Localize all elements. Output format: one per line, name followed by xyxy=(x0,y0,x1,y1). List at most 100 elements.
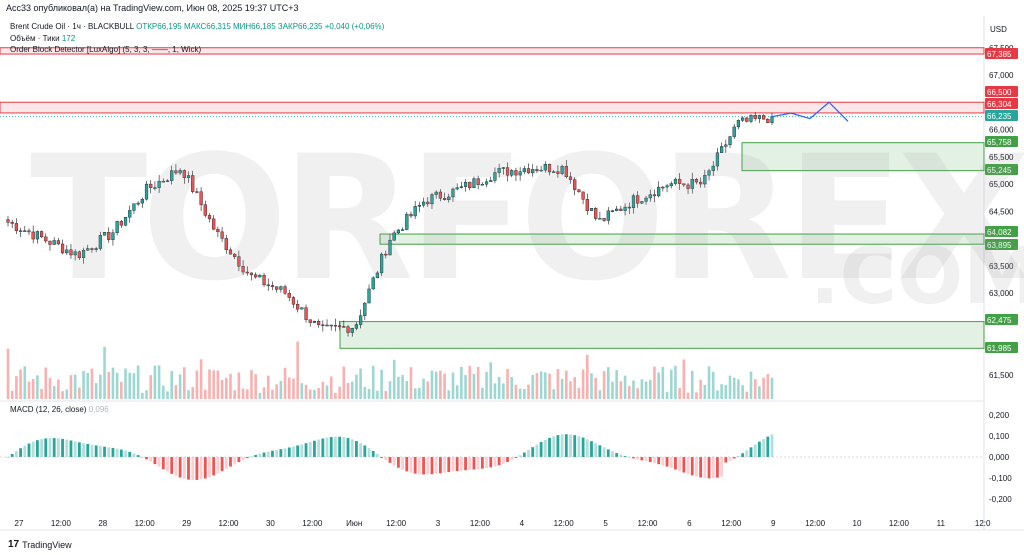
macd-bar-88 xyxy=(376,453,379,457)
volume-bar-35 xyxy=(153,365,157,399)
macd-bar-150 xyxy=(636,457,640,460)
candle-body-52 xyxy=(224,238,228,251)
candle-body-129 xyxy=(547,163,552,173)
candle-body-69 xyxy=(296,304,300,310)
candle-body-154 xyxy=(652,194,657,197)
macd-bar-161 xyxy=(682,457,686,473)
candle-body-24 xyxy=(107,232,111,240)
volume-bar-42 xyxy=(183,367,186,399)
volume-bar-127 xyxy=(539,371,543,399)
candle-body-78 xyxy=(333,324,338,327)
candle-body-132 xyxy=(560,165,564,174)
candle-body-121 xyxy=(514,170,518,176)
macd-bar-57 xyxy=(245,457,249,459)
macd-bar-23 xyxy=(103,446,106,457)
indicator-legend[interactable]: Order Block Detector [LuxAlgo] (5, 3, 3,… xyxy=(10,45,201,54)
volume-bar-13 xyxy=(61,391,64,399)
volume-bar-71 xyxy=(304,384,308,399)
macd-bar-165 xyxy=(699,457,703,478)
macd-bar-60 xyxy=(258,453,262,457)
macd-bar-8 xyxy=(40,439,43,457)
volume-bar-39 xyxy=(170,370,174,399)
candle-body-83 xyxy=(354,324,359,329)
candle-body-12 xyxy=(56,240,60,245)
candle-body-68 xyxy=(291,297,296,305)
volume-bar-142 xyxy=(602,371,606,399)
time-label-6: 30 xyxy=(266,519,275,528)
macd-bar-15 xyxy=(69,440,73,457)
candle-body-146 xyxy=(619,208,623,211)
macd-bar-180 xyxy=(762,438,766,457)
volume-bar-139 xyxy=(590,373,593,399)
candle-body-169 xyxy=(715,152,720,167)
candle-body-49 xyxy=(212,218,216,230)
macd-bar-40 xyxy=(174,457,178,476)
tradingview-brand[interactable]: 17 TradingView xyxy=(8,539,72,550)
macd-bar-56 xyxy=(241,457,245,460)
macd-legend[interactable]: MACD (12, 26, close) 0,096 xyxy=(10,405,109,414)
macd-bar-12 xyxy=(56,438,60,457)
macd-bar-166 xyxy=(703,457,707,479)
time-label-9: 12:00 xyxy=(386,519,407,528)
macd-bar-175 xyxy=(741,453,745,457)
candle-body-7 xyxy=(35,231,39,240)
macd-bar-84 xyxy=(359,443,363,457)
volume-bar-36 xyxy=(157,365,161,399)
macd-bar-117 xyxy=(497,457,501,466)
macd-bar-163 xyxy=(690,457,694,476)
price-tick-1: 67,000 xyxy=(989,71,1014,80)
macd-bar-94 xyxy=(401,457,404,470)
candle-body-96 xyxy=(409,213,413,217)
macd-bar-66 xyxy=(283,448,287,457)
candle-body-147 xyxy=(623,206,627,211)
candle-body-145 xyxy=(615,208,619,211)
candle-body-55 xyxy=(237,256,241,267)
time-label-15: 12:00 xyxy=(637,519,658,528)
macd-bar-131 xyxy=(556,435,560,457)
candle-body-134 xyxy=(568,176,573,180)
time-label-8: Июн xyxy=(346,519,362,528)
candle-body-20 xyxy=(90,248,94,250)
macd-bar-126 xyxy=(535,444,539,457)
macd-bar-5 xyxy=(27,443,31,457)
volume-bar-66 xyxy=(283,367,287,399)
volume-legend[interactable]: Объём · Тики 172 xyxy=(10,34,75,43)
volume-bar-113 xyxy=(481,387,484,399)
candle-body-156 xyxy=(661,186,665,189)
tradingview-logo-icon: 17 xyxy=(8,539,20,550)
volume-bar-9 xyxy=(44,367,48,399)
macd-bar-10 xyxy=(48,438,52,457)
candle-body-41 xyxy=(178,170,182,174)
macd-bar-27 xyxy=(119,449,123,457)
macd-bar-75 xyxy=(321,438,325,457)
candle-body-88 xyxy=(375,272,380,279)
time-label-7: 12:00 xyxy=(302,519,323,528)
candle-body-64 xyxy=(275,286,279,290)
macd-bar-51 xyxy=(220,457,224,472)
volume-bar-154 xyxy=(653,366,656,399)
symbol-row[interactable]: Brent Crude Oil · 1ч · BLACKBULL ОТКР66,… xyxy=(10,22,384,31)
macd-bar-179 xyxy=(758,441,761,457)
volume-bar-118 xyxy=(502,383,505,399)
volume-bar-44 xyxy=(191,387,195,399)
candle-body-104 xyxy=(442,198,447,201)
candle-body-74 xyxy=(317,321,321,325)
volume-bar-173 xyxy=(732,377,736,399)
macd-bar-16 xyxy=(73,441,77,457)
symbol-label[interactable]: Brent Crude Oil · 1ч · BLACKBULL xyxy=(10,22,134,31)
volume-bar-76 xyxy=(325,385,329,399)
volume-bar-104 xyxy=(443,373,446,399)
macd-bar-71 xyxy=(304,443,308,457)
candle-body-85 xyxy=(363,302,367,316)
macd-bar-90 xyxy=(384,457,388,460)
volume-bar-99 xyxy=(422,378,425,399)
candle-body-103 xyxy=(438,191,442,199)
macd-bar-121 xyxy=(514,457,518,458)
volume-bar-49 xyxy=(212,370,215,399)
candle-body-86 xyxy=(367,288,371,304)
macd-bar-101 xyxy=(430,457,434,475)
macd-bar-25 xyxy=(111,447,115,457)
macd-bar-106 xyxy=(451,457,455,472)
volume-bar-31 xyxy=(136,365,140,399)
